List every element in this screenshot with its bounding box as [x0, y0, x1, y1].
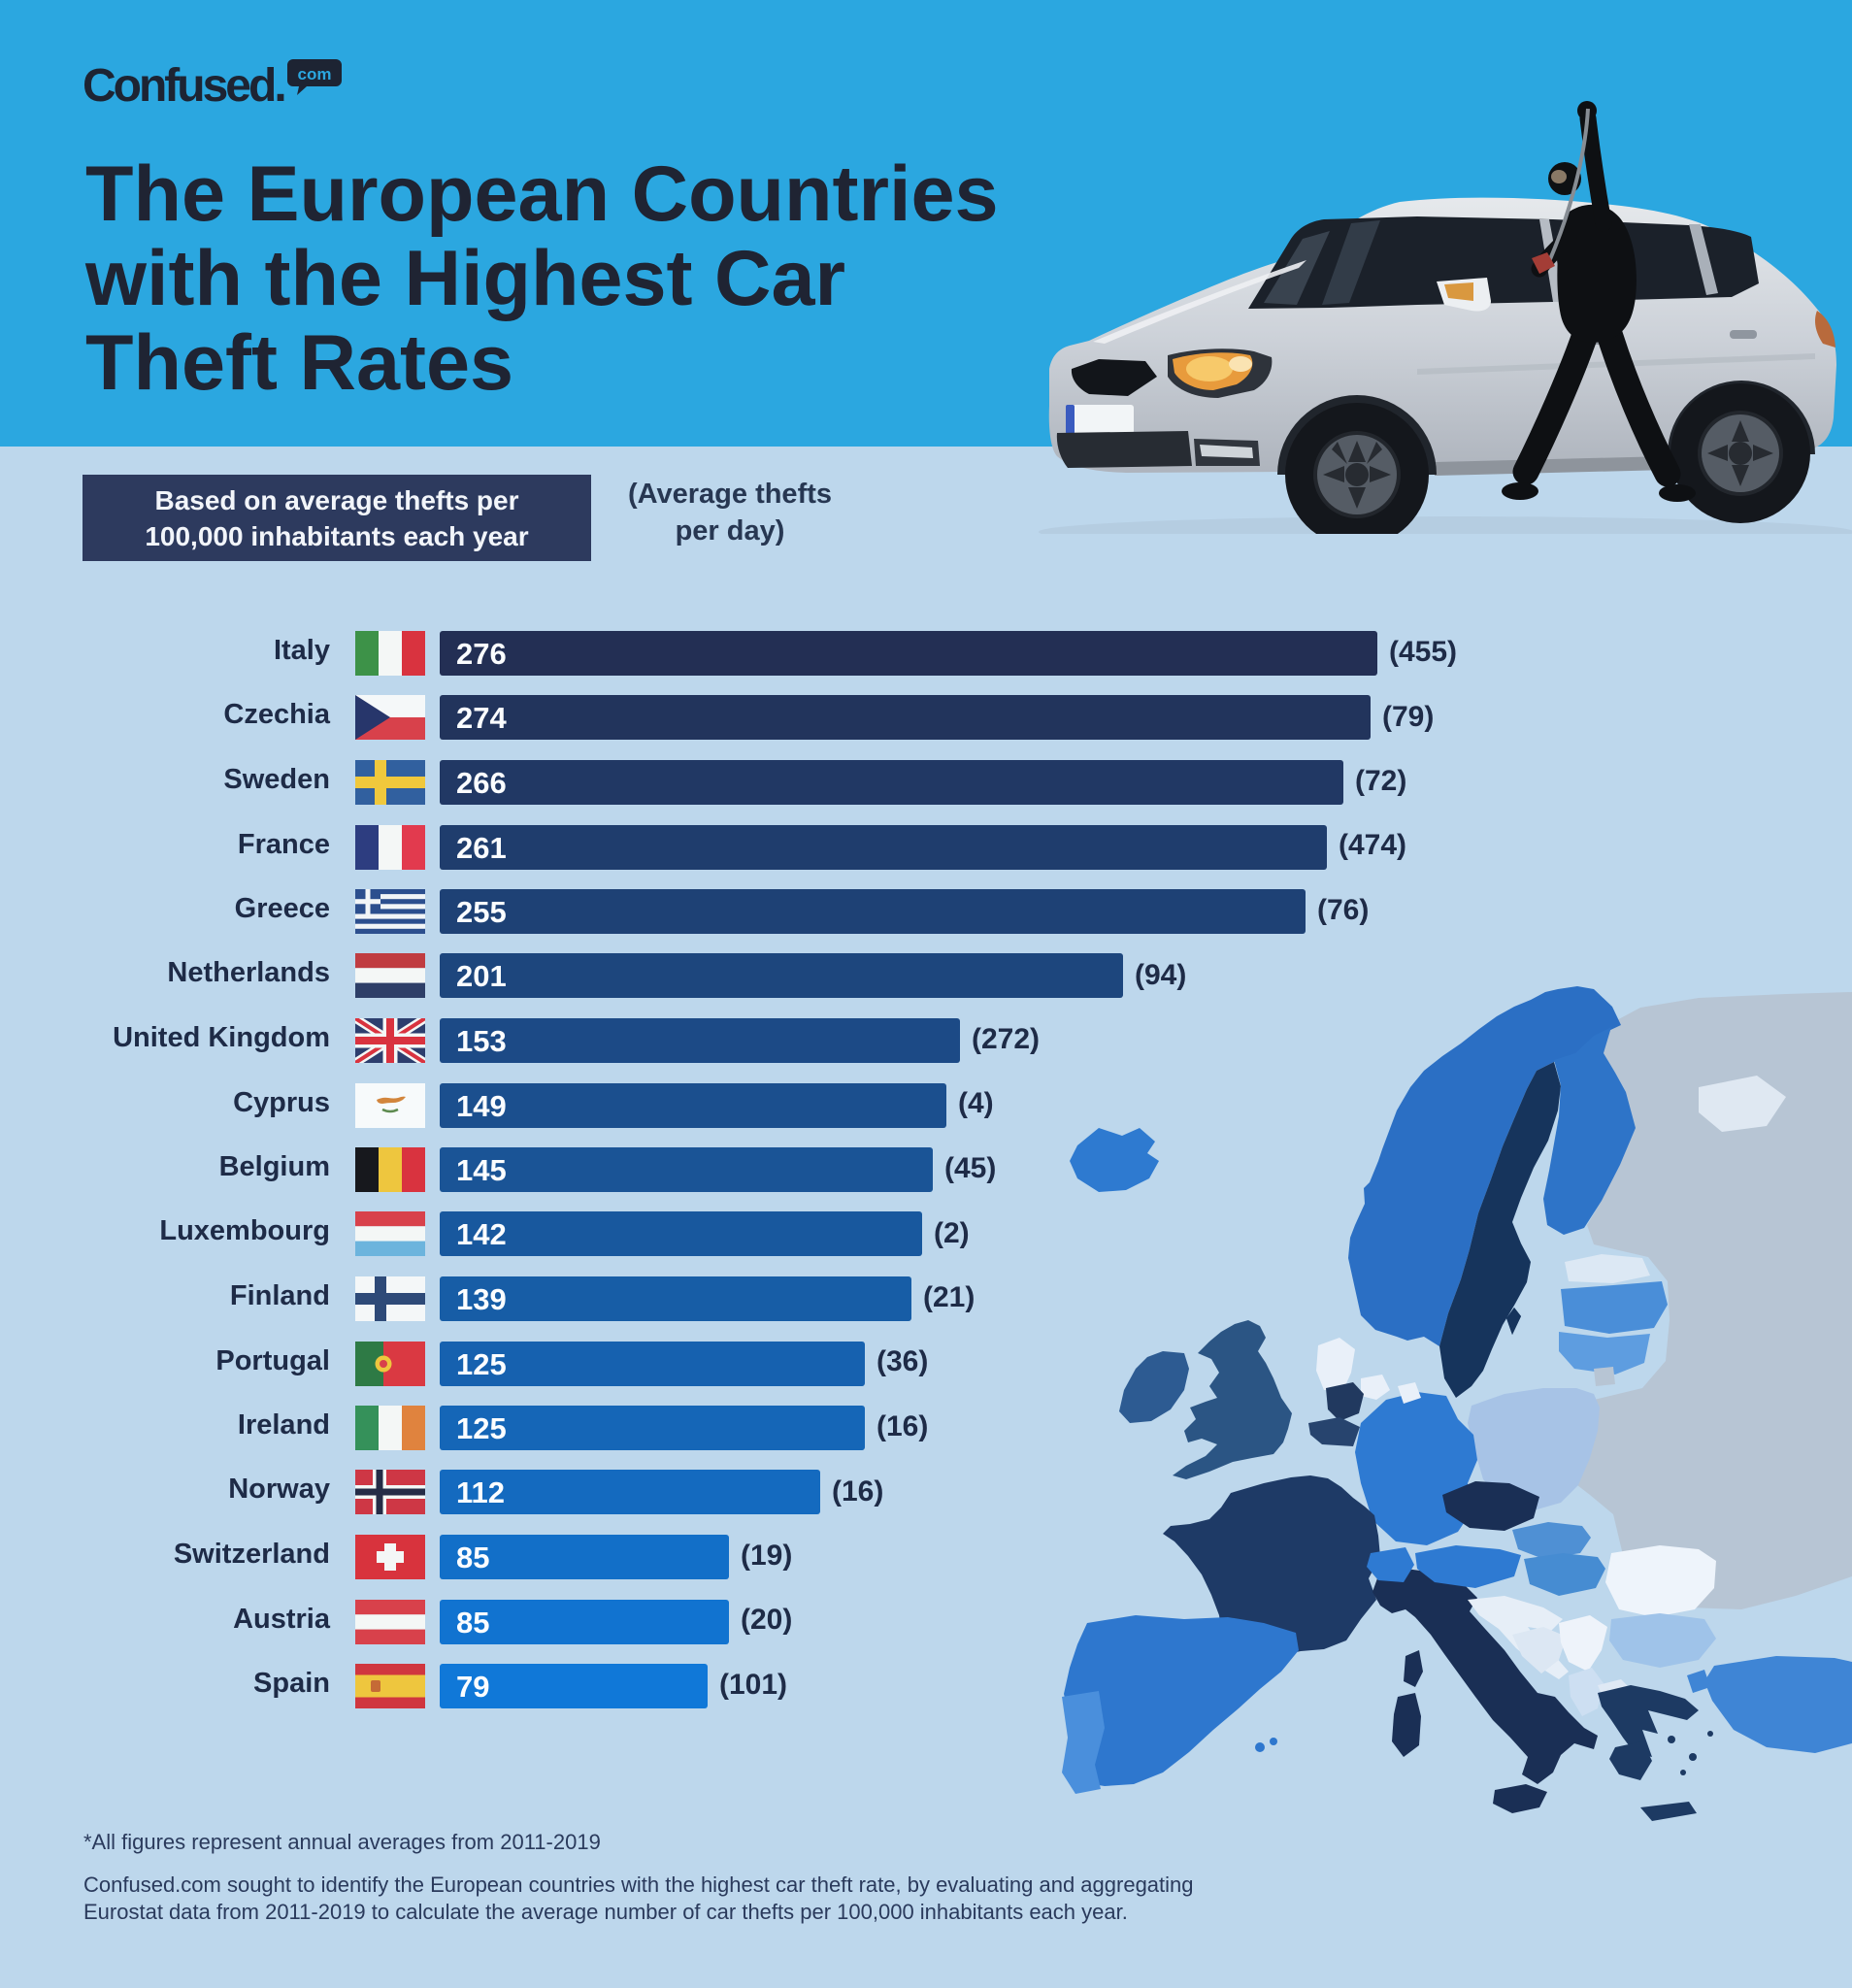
svg-text:com: com — [297, 65, 331, 83]
